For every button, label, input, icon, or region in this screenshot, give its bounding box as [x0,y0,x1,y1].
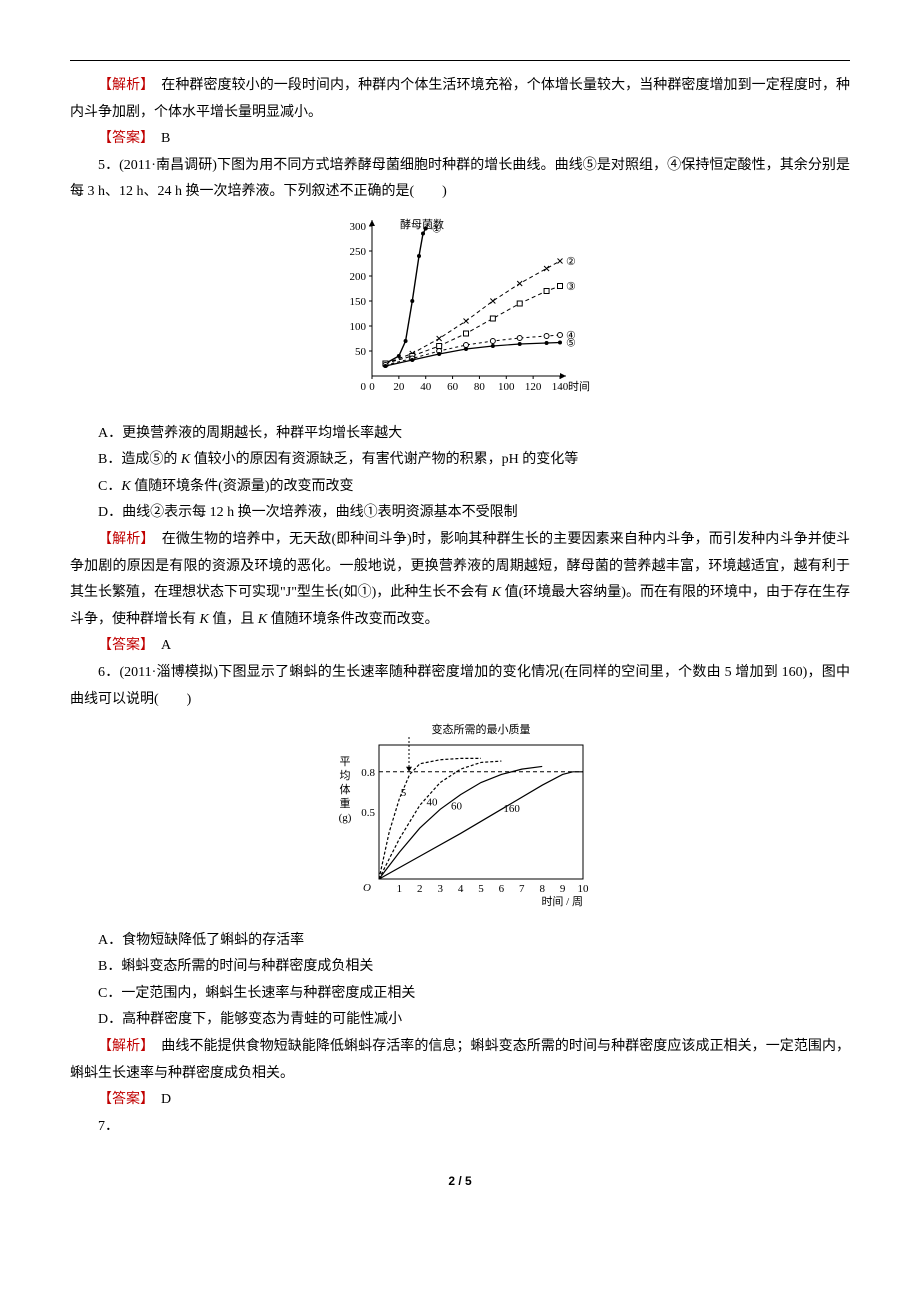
q5-option-a: A．更换营养液的周期越长，种群平均增长率越大 [70,421,850,448]
svg-text:9: 9 [560,883,566,895]
label-daan: 【答案】 [98,131,147,146]
svg-text:100: 100 [498,381,515,393]
svg-text:②: ② [566,256,576,268]
page-number: 2 / 5 [70,1170,850,1193]
q5-option-b: B．造成⑤的 K 值较小的原因有资源缺乏，有害代谢产物的积累，pH 的变化等 [70,447,850,474]
svg-text:7: 7 [519,883,525,895]
explanation-6: 【解析】 曲线不能提供食物短缺能降低蝌蚪存活率的信息；蝌蚪变态所需的时间与种群密… [70,1034,850,1087]
svg-text:160: 160 [503,803,520,815]
q6-option-d: D．高种群密度下，能够变态为青蛙的可能性减小 [70,1007,850,1034]
svg-text:200: 200 [350,271,367,283]
svg-text:0: 0 [369,381,375,393]
svg-text:2: 2 [417,883,423,895]
svg-text:平: 平 [340,756,351,768]
answer-6: 【答案】 D [70,1087,850,1114]
label-jiexi: 【解析】 [98,78,147,93]
explanation-4: 【解析】 在种群密度较小的一段时间内，种群内个体生活环境充裕，个体增长量较大，当… [70,73,850,126]
label-daan: 【答案】 [98,1092,147,1107]
svg-text:0.5: 0.5 [361,807,375,819]
svg-text:4: 4 [458,883,464,895]
label-jiexi: 【解析】 [98,1039,147,1054]
svg-text:250: 250 [350,246,367,258]
answer-5: 【答案】 A [70,633,850,660]
svg-text:3: 3 [437,883,443,895]
svg-text:40: 40 [420,381,432,393]
svg-text:1: 1 [397,883,403,895]
svg-text:(g): (g) [339,812,352,824]
label-jiexi: 【解析】 [98,532,148,547]
svg-text:120: 120 [525,381,542,393]
svg-text:80: 80 [474,381,486,393]
svg-text:50: 50 [355,346,367,358]
chart-2-wrap: 变态所需的最小质量 0.5 0.8 平均体重 (g) 1 2 3 4 5 6 7 8 9 10 O 时间 / 周… [70,719,850,920]
svg-text:40: 40 [427,796,439,808]
svg-text:6: 6 [499,883,505,895]
svg-text:重: 重 [340,796,351,810]
svg-text:时间: 时间 [568,380,590,393]
svg-text:100: 100 [350,321,367,333]
ans5-value: A [161,638,171,653]
ans4-value: B [161,131,170,146]
q6-option-a: A．食物短缺降低了蝌蚪的存活率 [70,928,850,955]
svg-text:时间 / 周: 时间 / 周 [541,895,583,908]
svg-text:60: 60 [447,381,459,393]
svg-text:0: 0 [361,381,367,393]
question-7: 7． [70,1114,850,1141]
q5-option-c: C．K 值随环境条件(资源量)的改变而改变 [70,474,850,501]
answer-4: 【答案】 B [70,126,850,153]
explanation-5: 【解析】 在微生物的培养中，无天敌(即种间斗争)时，影响其种群生长的主要因素来自… [70,527,850,633]
ans6-value: D [161,1092,171,1107]
tadpole-growth-chart: 变态所需的最小质量 0.5 0.8 平均体重 (g) 1 2 3 4 5 6 7 8 9 10 O 时间 / 周… [325,719,595,909]
question-6: 6．(2011·淄博模拟)下图显示了蝌蚪的生长速率随种群密度增加的变化情况(在同… [70,660,850,713]
svg-text:体: 体 [340,782,351,796]
svg-text:300: 300 [350,221,367,233]
svg-text:O: O [363,882,371,894]
question-5: 5．(2011·南昌调研)下图为用不同方式培养酵母菌细胞时种群的增长曲线。曲线⑤… [70,153,850,206]
q5-option-d: D．曲线②表示每 12 h 换一次培养液，曲线①表明资源基本不受限制 [70,500,850,527]
svg-text:③: ③ [566,281,576,293]
exp4-text: 在种群密度较小的一段时间内，种群内个体生活环境充裕，个体增长量较大，当种群密度增… [70,78,850,120]
chart-1-wrap: 020406080100120140501001502002503000酵母菌数… [70,212,850,413]
svg-text:5: 5 [478,883,484,895]
svg-text:①: ① [432,223,442,235]
svg-text:20: 20 [393,381,405,393]
q6-option-c: C．一定范围内，蝌蚪生长速率与种群密度成正相关 [70,981,850,1008]
svg-text:变态所需的最小质量: 变态所需的最小质量 [432,722,531,736]
label-daan: 【答案】 [98,638,147,653]
page-top-rule [70,60,850,63]
svg-text:0.8: 0.8 [361,767,375,779]
q6-option-b: B．蝌蚪变态所需的时间与种群密度成负相关 [70,954,850,981]
svg-text:8: 8 [539,883,545,895]
svg-text:150: 150 [350,296,367,308]
svg-text:均: 均 [340,769,351,782]
svg-text:140: 140 [552,381,569,393]
svg-text:⑤: ⑤ [566,337,576,349]
yeast-growth-chart: 020406080100120140501001502002503000酵母菌数… [330,212,590,402]
svg-text:60: 60 [451,800,463,812]
svg-text:10: 10 [578,883,590,895]
svg-text:5: 5 [401,787,407,799]
